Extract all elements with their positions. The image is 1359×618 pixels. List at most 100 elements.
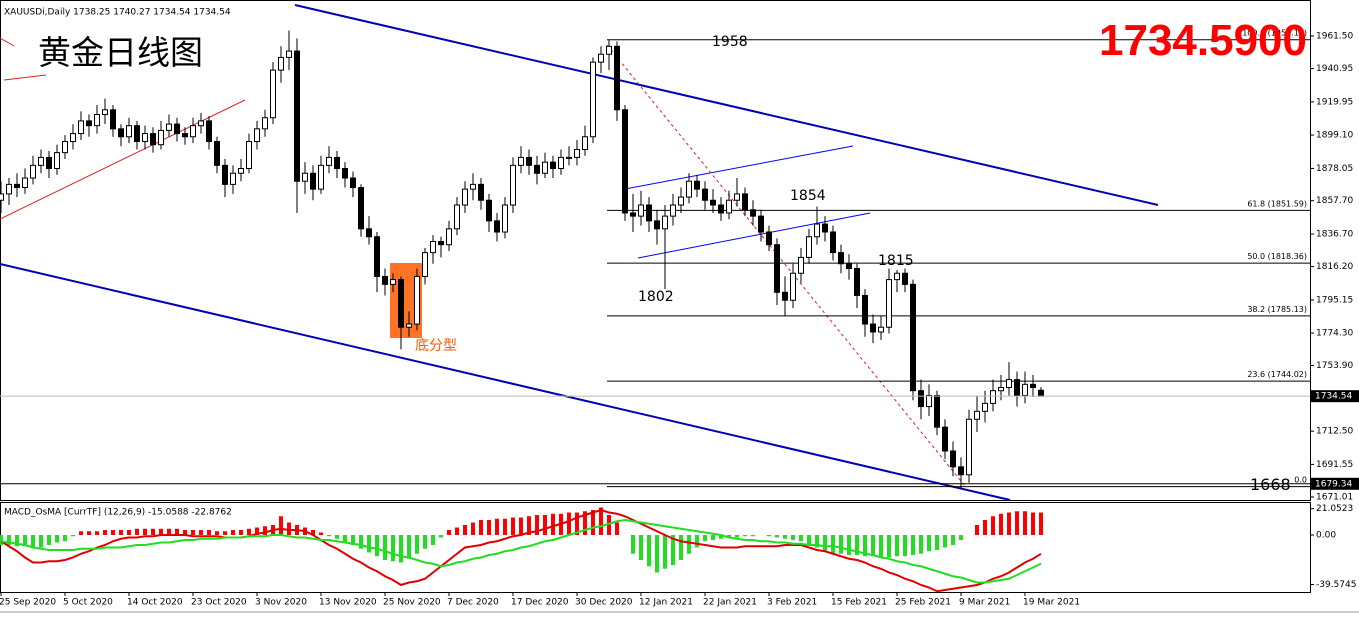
histogram-bar [943,535,947,548]
histogram-bar [135,528,139,535]
histogram-bar [391,535,395,562]
candle-body [230,172,236,185]
candle-body [494,220,500,233]
fib-diagonal [606,44,966,487]
candle-body [838,252,844,265]
candle-body [430,241,436,254]
candle-body [518,156,524,166]
annotation: 1815 [878,253,914,269]
fib-label: 100.0 (1959.16) [1242,29,1307,38]
candle-body [614,45,620,111]
histogram-bar [1023,511,1027,535]
y-tick-label: 1919.95 [1316,97,1353,107]
histogram-bar [895,535,899,557]
candle-body [910,283,916,392]
y-tick-label: 1795.15 [1316,295,1353,305]
candle-body [142,133,148,143]
candle-body [966,418,972,476]
histogram-bar [1039,512,1043,535]
histogram-bar [383,535,387,560]
trend-line [0,99,246,220]
candle-body [70,133,76,143]
candle-body [798,256,804,274]
histogram-bar [447,530,451,535]
histogram-bar [591,510,595,535]
candle-body [750,209,756,217]
fib-label: 0.0 [1294,476,1307,485]
histogram-bar [687,535,691,554]
candle-body [726,199,732,214]
histogram-bar [231,530,235,535]
plot: 1961.50 1940.95 1919.95 1899.10 1878.05 1857.… [0,29,1359,608]
histogram-bar [839,535,843,554]
histogram-bar [175,528,179,535]
candle-body [238,168,244,174]
histogram-bar [751,535,755,537]
histogram-bar [983,520,987,535]
candle-body [702,188,708,201]
histogram-bar [487,520,491,535]
candle-body [534,164,540,174]
histogram-bar [15,535,19,547]
candle-body [950,450,956,468]
histogram-bar [903,535,907,557]
candle-body [358,187,364,230]
x-tick-label: 13 Nov 2020 [319,598,377,608]
candle-body [1022,383,1028,396]
candle-body [102,109,108,116]
x-tick-label: 15 Feb 2021 [831,598,887,608]
histogram-bar [63,535,67,542]
x-tick-label: 25 Nov 2020 [383,598,441,608]
macd-line [0,518,1042,584]
histogram-bar [495,518,499,535]
histogram-bar [863,535,867,557]
y-tick-label: 1712.50 [1316,427,1353,437]
histogram-bar [527,516,531,535]
histogram-bar [247,528,251,535]
histogram-bar [999,513,1003,535]
candle-body [0,193,4,201]
x-tick-label: 9 Mar 2021 [959,598,1010,608]
histogram-bar [327,535,331,537]
annotation: 1854 [790,188,826,204]
histogram-bar [223,531,227,535]
histogram-bar [151,528,155,535]
candle-body [894,272,900,281]
histogram-bar [887,535,891,558]
histogram-bar [343,535,347,543]
candle-body [118,128,124,138]
candle-body [982,402,988,412]
candle-body [454,204,460,230]
chart-title: 黄金日线图 [38,33,203,72]
candle-body [46,156,52,170]
histogram-bar [767,535,771,537]
candle-body [6,183,12,195]
candle-body [86,120,92,127]
candle-body [110,109,116,130]
x-tick-label: 3 Feb 2021 [767,598,817,608]
candle-body [734,193,740,201]
macd-line [0,508,1042,593]
histogram-bar [655,535,659,573]
y-tick-label: 1940.95 [1316,64,1353,74]
histogram-bar [0,535,3,545]
annotation: 1958 [712,34,748,50]
channel-lower [0,263,1011,501]
candle-body [590,61,596,138]
x-tick-label: 14 Oct 2020 [127,598,183,608]
x-tick-label: 3 Nov 2020 [255,598,307,608]
annotation: 1668 [1250,475,1291,494]
histogram-bar [87,531,91,535]
candle-body [566,156,572,159]
price-box-label: 1679.34 [1315,479,1352,489]
histogram-bar [439,535,443,538]
histogram-bar [551,513,555,535]
price-box-label: 1734.54 [1315,392,1352,402]
x-tick-label: 25 Sep 2020 [0,598,56,608]
candle-body [374,236,380,277]
histogram-bar [183,530,187,535]
y-tick-label: 1816.20 [1316,262,1353,272]
candle-body [710,199,716,206]
histogram-bar [1015,511,1019,535]
